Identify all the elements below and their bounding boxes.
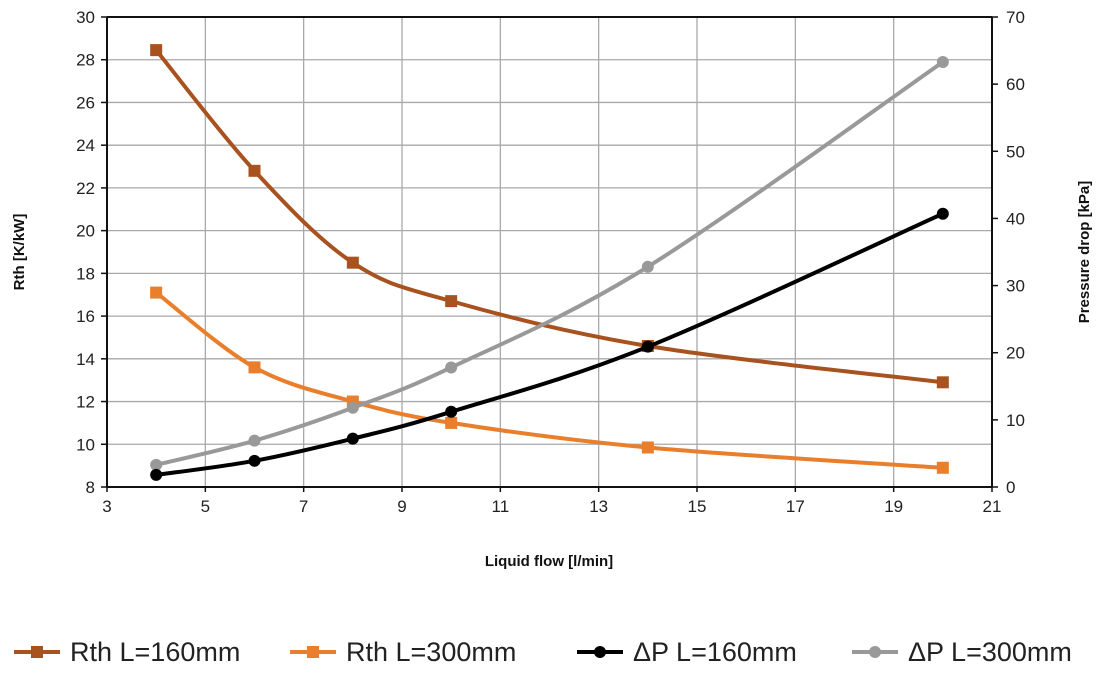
x-tick-label: 15: [688, 497, 707, 516]
y2-tick-label: 70: [1006, 8, 1025, 27]
y2-tick-label: 60: [1006, 75, 1025, 94]
data-point-circle: [641, 260, 654, 273]
series-dp-l-160mm: [150, 207, 949, 481]
legend-label: Rth L=300mm: [346, 636, 517, 667]
legend-swatch-icon: [852, 646, 898, 658]
x-tick-label: 19: [884, 497, 903, 516]
x-axis-title: Liquid flow [l/min]: [485, 553, 613, 570]
data-point-square: [150, 286, 163, 299]
y-tick-label: 28: [76, 51, 95, 70]
legend-label: ΔP L=300mm: [908, 636, 1072, 667]
y2-tick-label: 10: [1006, 411, 1025, 430]
x-tick-label: 7: [299, 497, 308, 516]
data-point-square: [445, 416, 458, 429]
y-tick-label: 26: [76, 93, 95, 112]
y-tick-label: 22: [76, 179, 95, 198]
series-dp-l-300mm: [150, 55, 949, 471]
legend-square-marker: [31, 646, 43, 658]
y-tick-label: 24: [76, 136, 95, 155]
axes: [106, 16, 993, 488]
data-point-circle: [346, 401, 359, 414]
grid: [107, 17, 992, 487]
y2-axis-title: Pressure drop [kPa]: [1076, 181, 1093, 324]
y-tick-label: 18: [76, 264, 95, 283]
y-tick-label: 12: [76, 393, 95, 412]
series-rth-l-160mm: [150, 44, 949, 389]
data-point-circle: [248, 434, 261, 447]
x-tick-label: 3: [102, 497, 111, 516]
y-axis-title: Rth [K/kW]: [11, 214, 28, 291]
y-axis-ticks: 8 10 12 14 16 18 20 22 24 26 28 30: [76, 8, 107, 497]
x-axis-ticks: 3 5 7 9 11 13 15 17 19 21: [102, 487, 1001, 516]
data-point-square: [445, 295, 458, 308]
data-point-circle: [248, 454, 261, 467]
legend-label: ΔP L=160mm: [633, 636, 797, 667]
legend-swatch-icon: [577, 646, 623, 658]
x-tick-label: 11: [492, 497, 510, 516]
y-tick-label: 30: [76, 8, 95, 27]
series-rth-l-300mm: [150, 286, 949, 474]
data-point-square: [346, 256, 359, 269]
series-group: [150, 44, 949, 481]
data-point-square: [936, 461, 949, 474]
y-tick-label: 10: [76, 435, 95, 454]
data-point-square: [936, 376, 949, 389]
data-point-circle: [641, 340, 654, 353]
x-tick-label: 5: [201, 497, 210, 516]
x-tick-label: 17: [786, 497, 805, 516]
legend-square-marker: [307, 646, 319, 658]
legend-item: ΔP L=160mm: [575, 634, 797, 670]
series-line: [154, 48, 945, 385]
legend-item: Rth L=300mm: [288, 634, 516, 670]
legend-circle-marker: [869, 646, 881, 658]
data-point-circle: [150, 468, 163, 481]
legend-item: ΔP L=300mm: [850, 634, 1072, 670]
data-point-square: [248, 164, 261, 177]
y-tick-label: 14: [76, 350, 95, 369]
data-point-circle: [150, 458, 163, 471]
legend: Rth L=160mm Rth L=300mm ΔP L=160mm ΔP L=300…: [0, 634, 1106, 670]
legend-label: Rth L=160mm: [70, 636, 241, 667]
legend-swatch-icon: [290, 646, 336, 658]
x-tick-label: 9: [397, 497, 406, 516]
y2-tick-label: 20: [1006, 344, 1025, 363]
data-point-square: [641, 441, 654, 454]
data-point-circle: [936, 55, 949, 68]
data-point-circle: [346, 432, 359, 445]
y2-tick-label: 0: [1006, 478, 1015, 497]
data-point-circle: [445, 361, 458, 374]
y-tick-label: 8: [86, 478, 95, 497]
y2-axis-ticks: 0 10 20 30 40 50 60 70: [992, 8, 1025, 497]
series-line: [154, 59, 945, 467]
data-point-circle: [936, 207, 949, 220]
legend-circle-marker: [594, 646, 606, 658]
y2-tick-label: 40: [1006, 209, 1025, 228]
x-tick-label: 13: [589, 497, 608, 516]
y-tick-label: 16: [76, 307, 95, 326]
y2-tick-label: 50: [1006, 142, 1025, 161]
chart: 3 5 7 9 11 13 15 17 19 21 8 10 12 14 16 18 20 22 24 26 28 30…: [11, 8, 1093, 570]
y2-tick-label: 30: [1006, 277, 1025, 296]
data-point-circle: [445, 405, 458, 418]
data-point-square: [248, 361, 261, 374]
legend-item: Rth L=160mm: [12, 634, 240, 670]
x-tick-label: 21: [983, 497, 1002, 516]
y-tick-label: 20: [76, 222, 95, 241]
data-point-square: [150, 44, 163, 57]
legend-swatch-icon: [14, 646, 60, 658]
